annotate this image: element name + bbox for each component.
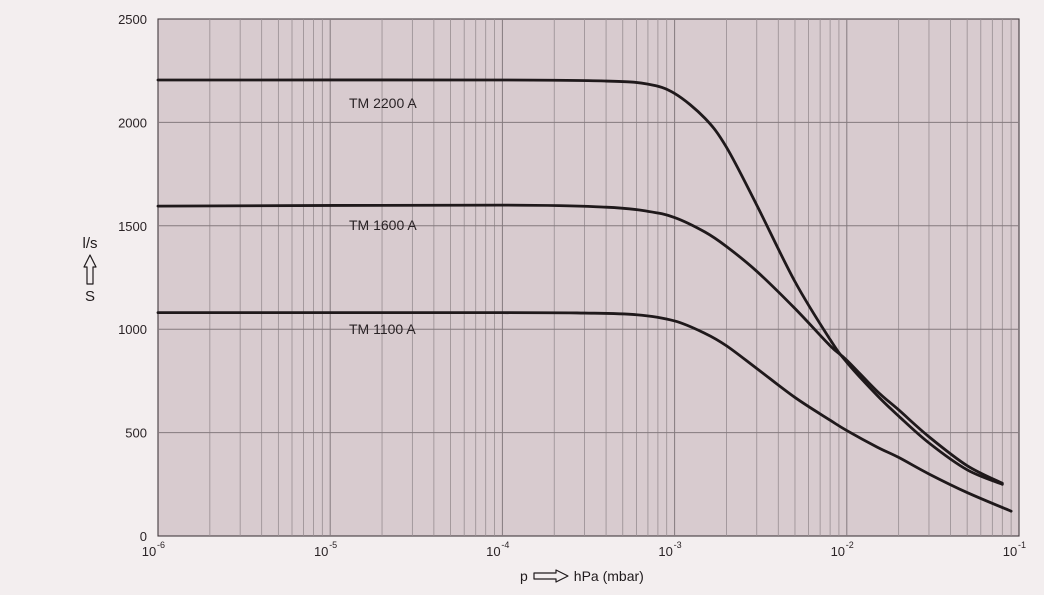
x-tick-label-base: 10	[1003, 544, 1017, 559]
x-tick-label-exponent: -4	[501, 540, 509, 550]
x-tick-label-base: 10	[831, 544, 845, 559]
x-tick-label-exponent: -6	[157, 540, 165, 550]
y-axis-label: l/s S	[78, 236, 102, 318]
x-axis-label: p hPa (mbar)	[520, 566, 670, 586]
y-tick-label: 1000	[118, 322, 147, 337]
x-tick-label-base: 10	[658, 544, 672, 559]
x-tick-label-exponent: -1	[1018, 540, 1026, 550]
x-tick-label-base: 10	[142, 544, 156, 559]
y-tick-label: 1500	[118, 219, 147, 234]
x-tick-label-exponent: -5	[329, 540, 337, 550]
plot-area	[157, 18, 1020, 537]
y-tick-label: 500	[125, 426, 147, 441]
x-axis-label-symbol: p	[520, 568, 528, 584]
y-axis-label-unit: l/s	[82, 235, 98, 252]
up-arrow-icon	[83, 254, 97, 285]
x-tick-label-base: 10	[486, 544, 500, 559]
y-tick-label: 0	[140, 529, 147, 544]
y-tick-label: 2500	[118, 12, 147, 27]
y-tick-label: 2000	[118, 115, 147, 130]
x-tick-label: 10 -3	[658, 540, 681, 559]
x-tick-label: 10 -5	[314, 540, 337, 559]
grid-lines	[158, 19, 1019, 536]
series-label-tm-1600-a: TM 1600 A	[349, 217, 417, 233]
series-labels: TM 2200 A TM 1600 A TM 1100 A	[349, 95, 417, 337]
x-tick-label: 10 -1	[1003, 540, 1026, 559]
x-tick-label-base: 10	[314, 544, 328, 559]
x-axis-label-unit: hPa (mbar)	[573, 568, 644, 584]
right-arrow-icon	[533, 569, 569, 583]
series-label-tm-1100-a: TM 1100 A	[349, 321, 416, 337]
x-tick-label-exponent: -3	[674, 540, 682, 550]
series-line-tm-2200-a	[156, 78, 1004, 486]
y-axis-label-symbol: S	[84, 288, 95, 305]
series-line-tm-1100-a	[156, 311, 1013, 513]
x-tick-label-exponent: -2	[846, 540, 854, 550]
series-lines	[156, 78, 1013, 513]
x-tick-label: 10 -2	[831, 540, 854, 559]
series-line-tm-1600-a	[156, 203, 1004, 485]
x-tick-label: 10 -4	[486, 540, 509, 559]
series-label-tm-2200-a: TM 2200 A	[349, 95, 417, 111]
x-tick-label: 10 -6	[142, 540, 165, 559]
